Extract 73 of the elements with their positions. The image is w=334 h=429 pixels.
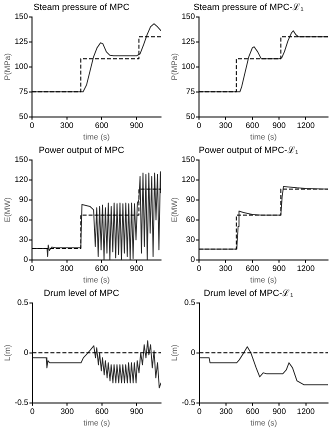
y-tick-label: 30 [19,235,28,244]
x-tick-label: 0 [196,264,202,273]
x-tick-label: 300 [60,120,74,130]
x-axis-title: time (s) [250,132,278,142]
y-tick-label: 120 [182,175,196,184]
y-tick-label: 60 [19,215,28,224]
x-axis-title: time (s) [83,132,110,142]
y-tick-label: 125 [14,37,28,46]
x-axis-title: time (s) [250,275,278,284]
x-tick-label: 0 [30,120,35,130]
y-axis-title: E(MW) [170,197,180,222]
y-tick-label: 0 [190,348,196,358]
x-tick-label: 600 [95,120,109,130]
y-tick-label: 150 [14,12,28,22]
y-tick-label: 75 [19,87,28,96]
chart-title: Drum level of MPC [44,288,120,298]
y-tick-label: 50 [186,112,196,122]
x-tick-label: 1200 [296,264,316,273]
x-tick-label: 600 [95,264,109,273]
x-tick-label: 300 [218,264,233,273]
x-tick-label: 900 [130,406,144,416]
x-tick-label: 900 [272,264,286,273]
y-tick-label: 150 [182,12,196,22]
y-axis-title: E(MW) [3,197,12,222]
y-tick-label: 0 [23,255,28,264]
y-tick-label: 125 [182,37,196,46]
x-axis-title: time (s) [83,275,110,284]
y-tick-label: -0.5 [14,398,29,408]
y-tick-label: 0 [190,255,196,264]
y-tick-label: 30 [186,235,196,244]
x-tick-label: 1200 [296,406,316,416]
x-axis-title: time (s) [250,418,278,428]
chart-title: Steam pressure of MPC-ℒ₁ [193,2,304,12]
y-tick-label: 0.5 [17,298,29,308]
y-tick-label: 50 [19,112,28,122]
chart-title: Power output of MPC [38,144,125,155]
x-tick-label: 600 [95,406,110,416]
x-tick-label: 0 [197,406,202,416]
x-tick-label: 300 [219,406,234,416]
x-tick-label: 900 [130,120,144,130]
x-tick-label: 0 [30,406,36,416]
x-tick-label: 600 [246,264,260,273]
x-tick-label: 600 [246,406,260,416]
x-tick-label: 600 [246,120,260,130]
y-axis-title: P(MPa) [3,52,12,80]
y-tick-label: 150 [14,155,28,164]
y-axis-title: P(MPa) [170,52,180,80]
x-tick-label: 0 [30,264,35,273]
chart-title: Steam pressure of MPC [33,2,130,12]
x-tick-label: 0 [196,120,202,130]
chart-title: Drum level of MPC-ℒ₁ [204,288,294,298]
chart-title: Power output of MPC-ℒ₁ [198,144,298,155]
x-tick-label: 1200 [296,120,316,130]
y-axis-title: L(m) [170,344,180,362]
x-tick-label: 300 [60,406,74,416]
x-tick-label: 900 [272,120,286,130]
x-tick-label: 300 [60,264,74,273]
y-tick-label: 0.5 [184,298,196,308]
x-tick-label: 300 [218,120,233,130]
y-tick-label: 0 [24,348,29,358]
y-tick-label: -0.5 [182,398,196,408]
y-tick-label: 100 [14,62,28,72]
y-axis-title: L(m) [3,344,12,362]
x-tick-label: 900 [130,264,144,273]
y-tick-label: 100 [182,62,196,72]
y-tick-label: 150 [182,155,196,164]
y-tick-label: 90 [186,195,196,204]
x-axis-title: time (s) [83,418,110,428]
y-tick-label: 120 [14,175,28,184]
y-tick-label: 60 [186,215,196,224]
x-tick-label: 900 [272,406,286,416]
y-tick-label: 90 [19,195,28,204]
y-tick-label: 75 [186,87,196,96]
